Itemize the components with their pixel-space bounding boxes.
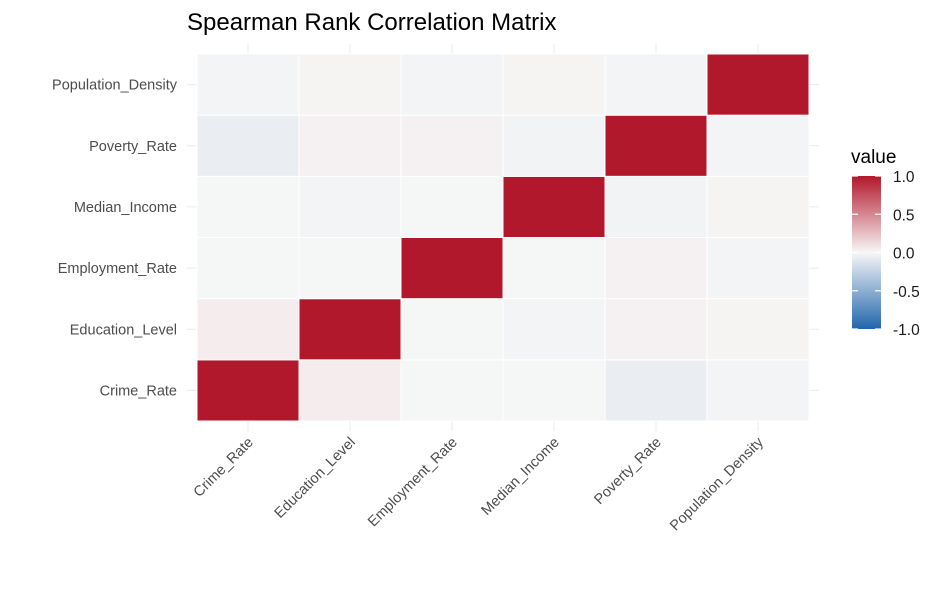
heatmap-tile-Poverty_Rate-Education_Level (604, 298, 708, 361)
heatmap-tile-Crime_Rate-Education_Level (196, 298, 300, 361)
heatmap-tile-Median_Income-Crime_Rate (502, 359, 606, 422)
heatmap-tile-Median_Income-Education_Level (502, 298, 606, 361)
chart-title: Spearman Rank Correlation Matrix (187, 9, 556, 36)
heatmap-tile-Population_Density-Median_Income (706, 175, 810, 238)
heatmap-tile-Crime_Rate-Population_Density (196, 53, 300, 116)
legend-tick-label: 0.5 (893, 207, 915, 224)
heatmap-tile-Population_Density-Education_Level (706, 298, 810, 361)
heatmap-tile-Crime_Rate-Poverty_Rate (196, 114, 300, 177)
heatmap-tile-Median_Income-Employment_Rate (502, 237, 606, 300)
heatmap-tile-Education_Level-Poverty_Rate (298, 114, 402, 177)
y-tick-label: Crime_Rate (100, 383, 177, 399)
x-tick-label: Median_Income (479, 435, 563, 519)
heatmap-tile-Population_Density-Population_Density (706, 53, 810, 116)
heatmap-tile-Employment_Rate-Median_Income (400, 175, 504, 238)
heatmap-tile-Population_Density-Poverty_Rate (706, 114, 810, 177)
y-axis-tick-labels: Crime_Rate Education_Level Employment_Rate… (52, 78, 178, 400)
heatmap-tile-Crime_Rate-Median_Income (196, 175, 300, 238)
legend-title: value (851, 147, 896, 168)
x-tick-label: Crime_Rate (191, 435, 257, 501)
x-tick-label: Education_Level (272, 435, 359, 522)
y-tick-label: Poverty_Rate (89, 139, 177, 155)
legend-tick-label: -0.5 (893, 284, 920, 301)
heatmap-tile-Education_Level-Crime_Rate (298, 359, 402, 422)
heatmap-tile-Population_Density-Crime_Rate (706, 359, 810, 422)
heatmap-tile-Employment_Rate-Education_Level (400, 298, 504, 361)
y-tick-label: Education_Level (70, 322, 177, 338)
y-tick-label: Employment_Rate (58, 261, 177, 277)
heatmap-tile-Employment_Rate-Population_Density (400, 53, 504, 116)
heatmap-tile-Employment_Rate-Poverty_Rate (400, 114, 504, 177)
heatmap-tile-Median_Income-Median_Income (502, 175, 606, 238)
legend-tick-label: 0.0 (893, 246, 915, 263)
heatmap-tile-Poverty_Rate-Crime_Rate (604, 359, 708, 422)
heatmap-tile-Employment_Rate-Employment_Rate (400, 237, 504, 300)
y-tick-label: Median_Income (74, 200, 177, 216)
heatmap-tiles (196, 53, 810, 422)
heatmap-tile-Education_Level-Education_Level (298, 298, 402, 361)
color-legend: value 1.0 0.5 0.0 -0.5 -1.0 (851, 147, 920, 339)
heatmap-tile-Poverty_Rate-Population_Density (604, 53, 708, 116)
heatmap-tile-Employment_Rate-Crime_Rate (400, 359, 504, 422)
heatmap-tile-Median_Income-Poverty_Rate (502, 114, 606, 177)
heatmap-tile-Education_Level-Employment_Rate (298, 237, 402, 300)
y-tick-label: Population_Density (52, 78, 178, 94)
heatmap-tile-Crime_Rate-Employment_Rate (196, 237, 300, 300)
heatmap-tile-Median_Income-Population_Density (502, 53, 606, 116)
heatmap-tile-Education_Level-Population_Density (298, 53, 402, 116)
heatmap-tile-Poverty_Rate-Poverty_Rate (604, 114, 708, 177)
heatmap-tile-Education_Level-Median_Income (298, 175, 402, 238)
heatmap-tile-Poverty_Rate-Employment_Rate (604, 237, 708, 300)
legend-tick-label: 1.0 (893, 169, 915, 186)
heatmap-tile-Population_Density-Employment_Rate (706, 237, 810, 300)
legend-tick-label: -1.0 (893, 322, 920, 339)
heatmap-tile-Crime_Rate-Crime_Rate (196, 359, 300, 422)
x-tick-label: Population_Density (667, 434, 767, 534)
x-axis-tick-labels: Crime_Rate Education_Level Employment_Rate… (191, 434, 768, 534)
x-tick-label: Poverty_Rate (591, 435, 664, 508)
heatmap-tile-Poverty_Rate-Median_Income (604, 175, 708, 238)
x-tick-label: Employment_Rate (365, 435, 461, 531)
